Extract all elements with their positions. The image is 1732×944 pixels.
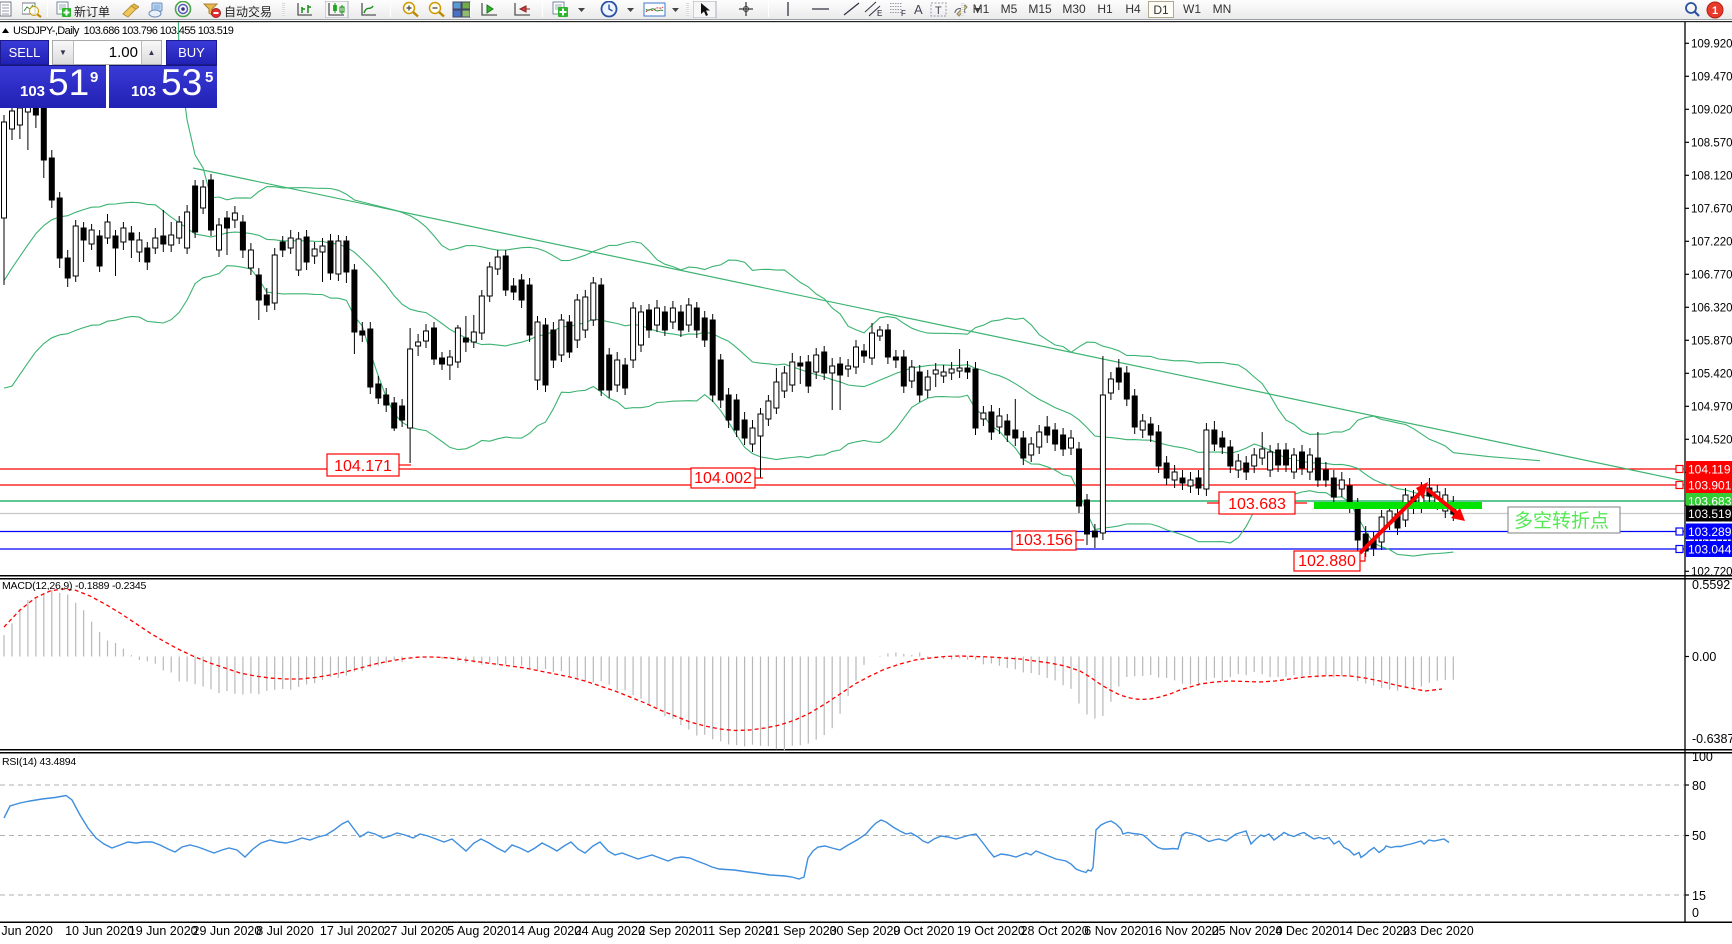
svg-text:102.720: 102.720 <box>1691 566 1732 578</box>
svg-text:4 Dec 2020: 4 Dec 2020 <box>1275 924 1339 938</box>
svg-text:6 Nov 2020: 6 Nov 2020 <box>1084 924 1148 938</box>
svg-text:80: 80 <box>1692 779 1706 793</box>
svg-text:MACD(12,26,9) -0.1889 -0.2345: MACD(12,26,9) -0.1889 -0.2345 <box>2 580 147 592</box>
svg-text:103.683: 103.683 <box>1688 495 1732 509</box>
svg-text:104.970: 104.970 <box>1691 401 1732 413</box>
svg-text:23 Dec 2020: 23 Dec 2020 <box>1403 924 1474 938</box>
svg-text:21 Sep 2020: 21 Sep 2020 <box>766 924 837 938</box>
svg-text:16 Nov 2020: 16 Nov 2020 <box>1148 924 1219 938</box>
svg-text:T: T <box>935 5 942 17</box>
svg-text:104.171: 104.171 <box>334 458 392 475</box>
svg-text:102.880: 102.880 <box>1298 553 1356 570</box>
svg-text:-0.6387: -0.6387 <box>1692 732 1732 746</box>
svg-text:5 Aug 2020: 5 Aug 2020 <box>447 924 510 938</box>
svg-text:USDJPY-,Daily 103.686 103.796: USDJPY-,Daily 103.686 103.796 103.455 10… <box>13 25 234 37</box>
svg-text:Jun 2020: Jun 2020 <box>1 924 52 938</box>
svg-text:104.119: 104.119 <box>1688 463 1731 477</box>
svg-text:19 Oct 2020: 19 Oct 2020 <box>957 924 1025 938</box>
svg-text:103.156: 103.156 <box>1015 532 1073 549</box>
svg-text:100: 100 <box>1692 750 1713 764</box>
svg-text:29 Jun 2020: 29 Jun 2020 <box>193 924 262 938</box>
svg-text:106.770: 106.770 <box>1691 269 1732 281</box>
svg-text:F: F <box>901 9 906 18</box>
svg-text:15: 15 <box>1692 889 1706 903</box>
svg-text:9 Oct 2020: 9 Oct 2020 <box>893 924 954 938</box>
svg-text:14 Dec 2020: 14 Dec 2020 <box>1339 924 1410 938</box>
svg-text:107.670: 107.670 <box>1691 203 1732 215</box>
svg-text:103.289: 103.289 <box>1688 525 1732 539</box>
svg-text:109.020: 109.020 <box>1691 104 1732 116</box>
svg-text:17 Jul 2020: 17 Jul 2020 <box>320 924 385 938</box>
svg-text:多空转折点: 多空转折点 <box>1514 510 1609 532</box>
svg-text:10 Jun 2020: 10 Jun 2020 <box>65 924 134 938</box>
svg-text:103.683: 103.683 <box>1228 496 1286 513</box>
svg-text:19 Jun 2020: 19 Jun 2020 <box>129 924 198 938</box>
svg-text:27 Jul 2020: 27 Jul 2020 <box>384 924 449 938</box>
svg-text:103.044: 103.044 <box>1688 543 1732 557</box>
svg-text:106.320: 106.320 <box>1691 302 1732 314</box>
svg-text:1: 1 <box>1712 5 1718 17</box>
svg-text:24 Aug 2020: 24 Aug 2020 <box>575 924 645 938</box>
svg-text:E: E <box>877 9 882 18</box>
svg-text:109.470: 109.470 <box>1691 71 1732 83</box>
svg-text:105.870: 105.870 <box>1691 335 1732 347</box>
svg-text:104.520: 104.520 <box>1691 434 1732 446</box>
svg-text:108.120: 108.120 <box>1691 170 1732 182</box>
svg-text:103.901: 103.901 <box>1688 479 1732 493</box>
svg-text:0: 0 <box>1692 906 1699 920</box>
svg-text:14 Aug 2020: 14 Aug 2020 <box>511 924 581 938</box>
svg-text:103.519: 103.519 <box>1688 507 1732 521</box>
svg-text:50: 50 <box>1692 829 1706 843</box>
svg-text:0.5592: 0.5592 <box>1692 578 1730 592</box>
svg-text:25 Nov 2020: 25 Nov 2020 <box>1212 924 1283 938</box>
svg-text:11 Sep 2020: 11 Sep 2020 <box>702 924 772 938</box>
svg-text:RSI(14) 43.4894: RSI(14) 43.4894 <box>2 756 76 768</box>
svg-text:107.220: 107.220 <box>1691 236 1732 248</box>
svg-text:8 Jul 2020: 8 Jul 2020 <box>256 924 314 938</box>
svg-text:28 Oct 2020: 28 Oct 2020 <box>1021 924 1089 938</box>
svg-text:0.00: 0.00 <box>1692 650 1716 664</box>
svg-text:104.002: 104.002 <box>694 470 752 487</box>
svg-text:A: A <box>914 2 923 17</box>
svg-text:105.420: 105.420 <box>1691 368 1732 380</box>
svg-text:2 Sep 2020: 2 Sep 2020 <box>638 924 702 938</box>
svg-text:30 Sep 2020: 30 Sep 2020 <box>830 924 901 938</box>
svg-text:109.920: 109.920 <box>1691 38 1732 50</box>
svg-text:108.570: 108.570 <box>1691 137 1732 149</box>
